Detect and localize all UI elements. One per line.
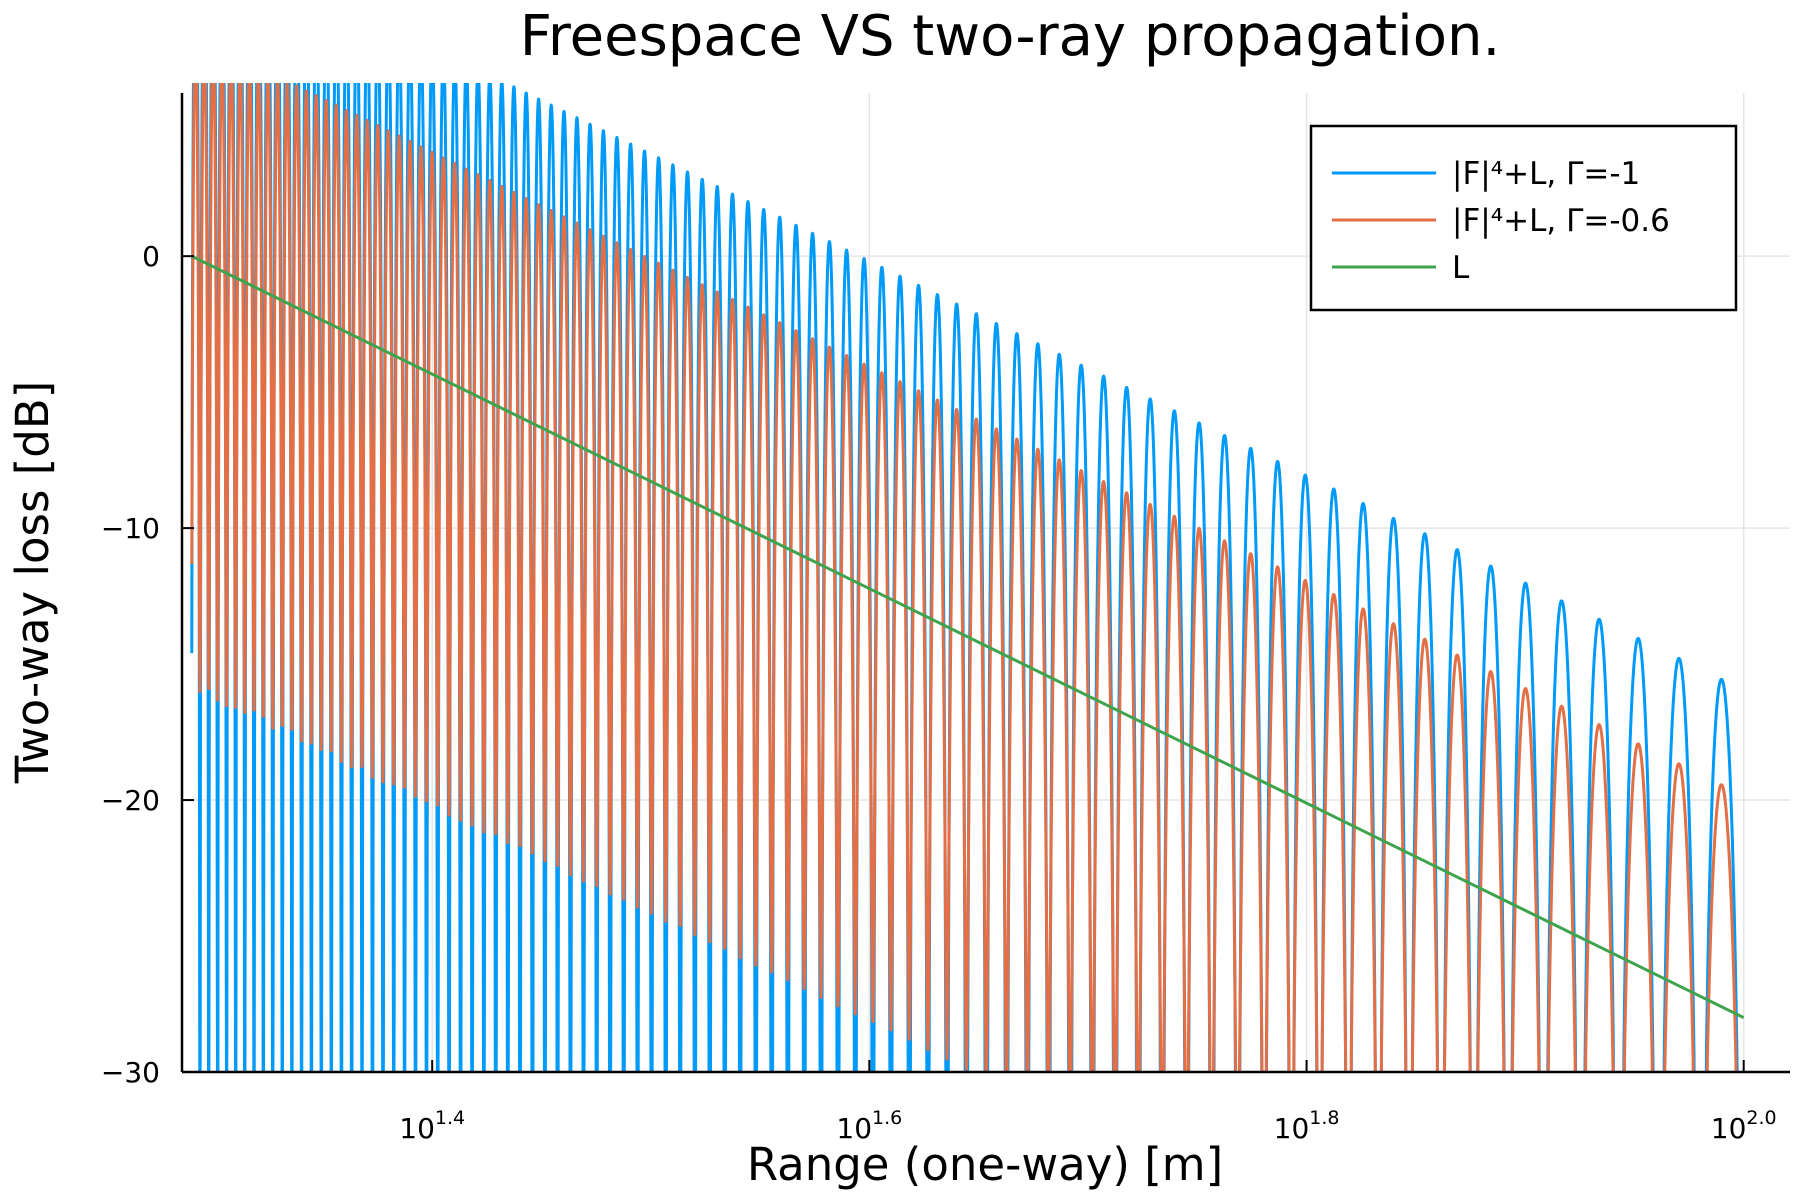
y-tick-label: −30: [101, 1056, 160, 1089]
y-axis-title: Two-way loss [dB]: [6, 381, 59, 785]
legend-label: L: [1452, 250, 1470, 286]
legend-box: [1309, 124, 1738, 312]
series-group: [190, 83, 1745, 1072]
x-tick-label: 102.0: [1711, 1107, 1777, 1145]
x-tick-base: 10: [836, 1112, 872, 1145]
chart-title: Freespace VS two-ray propagation.: [520, 4, 1501, 69]
y-tick-label: 0: [142, 240, 160, 273]
legend-label: |F|⁴+L, Γ=-1: [1452, 156, 1640, 192]
y-tick-label: −20: [101, 784, 160, 817]
x-tick-exponent: 1.6: [872, 1107, 902, 1129]
x-tick-exponent: 1.8: [1309, 1107, 1339, 1129]
x-tick-base: 10: [399, 1112, 435, 1145]
x-tick-label: 101.6: [836, 1107, 902, 1145]
plot-area: [190, 83, 1745, 1072]
series-line-gamma-0.6: [190, 83, 1738, 1072]
x-tick-base: 10: [1274, 1112, 1310, 1145]
x-axis-title: Range (one-way) [m]: [747, 1138, 1223, 1191]
x-tick-label: 101.8: [1274, 1107, 1340, 1145]
tick-labels: 101.4 101.6 101.8 102.00−10−20−30: [101, 240, 1777, 1145]
legend: |F|⁴+L, Γ=-1 |F|⁴+L, Γ=-0.6 L: [1309, 124, 1738, 312]
x-tick-exponent: 1.4: [435, 1107, 465, 1129]
x-tick-exponent: 2.0: [1746, 1107, 1776, 1129]
legend-label: |F|⁴+L, Γ=-0.6: [1452, 203, 1670, 239]
series-line-L: [191, 254, 1745, 1019]
y-tick-label: −10: [101, 512, 160, 545]
x-tick-base: 10: [1711, 1112, 1747, 1145]
x-tick-label: 101.4: [399, 1107, 465, 1145]
